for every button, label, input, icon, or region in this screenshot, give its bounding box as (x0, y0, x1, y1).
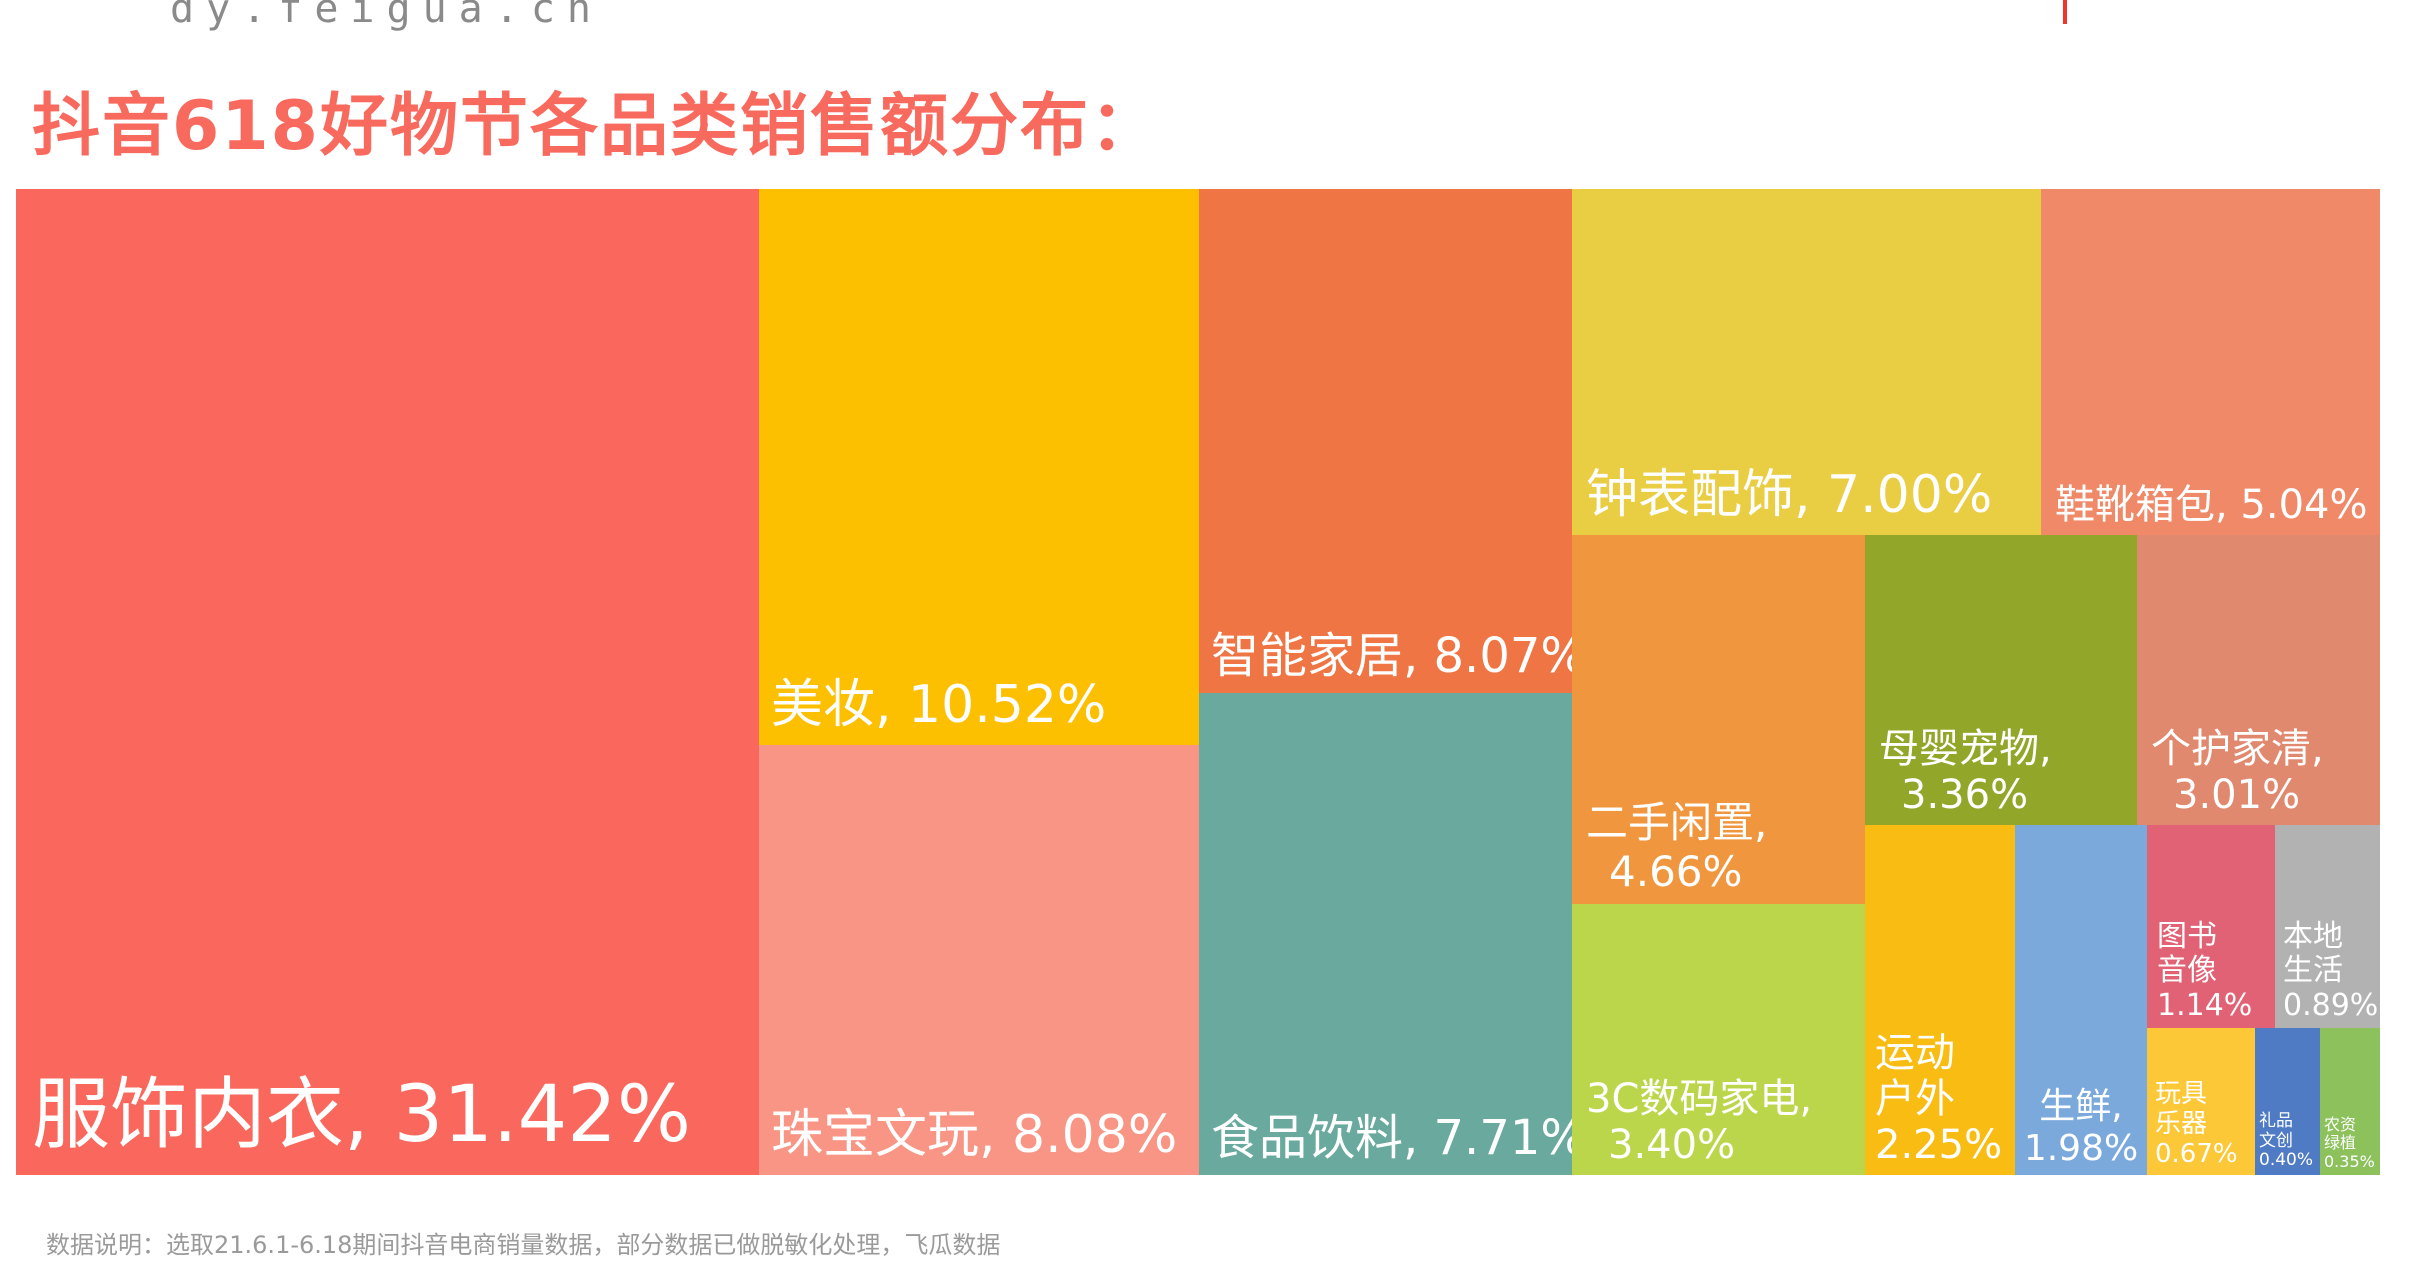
treemap-tile-14: 图书 音像 1.14% (2147, 825, 2275, 1028)
treemap-tile-16: 玩具 乐器 0.67% (2147, 1028, 2255, 1175)
treemap-tile-label: 本地 生活 0.89% (2283, 918, 2379, 1024)
label-line: 农资 (2324, 1114, 2357, 1134)
label-line: 玩具 (2155, 1079, 2208, 1110)
label-line: 3.40% (1608, 1122, 1736, 1168)
treemap-tile-12: 运动 户外 2.25% (1865, 825, 2015, 1175)
treemap-tile-18: 农资 绿植 0.35% (2320, 1028, 2380, 1175)
treemap-tile-7: 鞋靴箱包, 5.04% (2041, 189, 2380, 535)
treemap-tile-label: 钟表配饰, 7.00% (1586, 465, 1993, 526)
label-line: 2.25% (1875, 1122, 2003, 1168)
label-line: 美妆, 10.52% (771, 675, 1107, 736)
treemap-tile-5: 食品饮料, 7.71% (1199, 693, 1572, 1175)
treemap-tile-label: 二手闲置, 4.66% (1586, 799, 1767, 896)
treemap-tile-label: 美妆, 10.52% (771, 675, 1107, 736)
treemap-tile-label: 玩具 乐器 0.67% (2155, 1079, 2238, 1170)
treemap-tile-2: 美妆, 10.52% (759, 189, 1199, 745)
label-line: 运动 (1875, 1030, 1955, 1076)
treemap-tile-1: 服饰内衣, 31.42% (16, 189, 759, 1175)
treemap-tile-label: 农资 绿植 0.35% (2324, 1114, 2375, 1171)
treemap-tile-9: 3C数码家电, 3.40% (1572, 904, 1865, 1175)
label-line: 礼品 (2259, 1111, 2293, 1132)
label-line: 服饰内衣, 31.42% (32, 1070, 692, 1161)
label-line: 二手闲置, (1586, 798, 1768, 848)
label-line: 生鲜, (2039, 1086, 2123, 1128)
label-line: 鞋靴箱包, 5.04% (2055, 482, 2368, 528)
label-line: 音像 (2157, 953, 2217, 988)
treemap-tile-label: 图书 音像 1.14% (2157, 918, 2253, 1024)
site-watermark: dy.feigua.cn (170, 0, 603, 32)
treemap-tile-label: 3C数码家电, 3.40% (1586, 1076, 1812, 1168)
label-line: 生活 (2283, 953, 2343, 988)
treemap-tile-15: 本地 生活 0.89% (2275, 825, 2380, 1028)
top-accent-line (2063, 0, 2067, 24)
treemap-tile-10: 母婴宠物, 3.36% (1865, 535, 2137, 825)
treemap-tile-label: 生鲜, 1.98% (2015, 1086, 2147, 1169)
label-line: 乐器 (2155, 1109, 2208, 1140)
label-line: 0.67% (2155, 1139, 2238, 1170)
treemap-tile-8: 二手闲置, 4.66% (1572, 535, 1865, 904)
label-line: 0.89% (2283, 987, 2379, 1023)
label-line: 钟表配饰, 7.00% (1586, 465, 1993, 526)
label-line: 4.66% (1609, 846, 1743, 896)
label-line: 0.40% (2259, 1150, 2314, 1171)
treemap-tile-label: 礼品 文创 0.40% (2259, 1112, 2313, 1171)
label-line: 0.35% (2324, 1151, 2375, 1171)
label-line: 1.14% (2157, 987, 2253, 1023)
treemap-tile-4: 智能家居, 8.07% (1199, 189, 1572, 693)
label-line: 本地 (2283, 918, 2343, 954)
treemap-tile-11: 个护家清, 3.01% (2137, 535, 2380, 825)
treemap-tile-label: 珠宝文玩, 8.08% (771, 1105, 1178, 1166)
label-line: 3.36% (1901, 772, 2029, 818)
treemap-tile-label: 食品饮料, 7.71% (1211, 1109, 1572, 1166)
label-line: 智能家居, 8.07% (1211, 627, 1572, 684)
treemap-tile-17: 礼品 文创 0.40% (2255, 1028, 2320, 1175)
label-line: 图书 (2157, 918, 2217, 954)
label-line: 3C数码家电, (1586, 1076, 1813, 1122)
label-line: 食品饮料, 7.71% (1211, 1109, 1572, 1166)
label-line: 母婴宠物, (1879, 726, 2052, 772)
label-line: 文创 (2259, 1130, 2293, 1151)
treemap-tile-3: 珠宝文玩, 8.08% (759, 745, 1199, 1175)
treemap-tile-label: 母婴宠物, 3.36% (1879, 726, 2052, 818)
label-line: 3.01% (2173, 772, 2301, 818)
label-line: 珠宝文玩, 8.08% (771, 1105, 1178, 1166)
treemap-tile-label: 个护家清, 3.01% (2151, 726, 2324, 818)
treemap-tile-6: 钟表配饰, 7.00% (1572, 189, 2041, 535)
label-line: 1.98% (2023, 1127, 2139, 1169)
label-line: 户外 (1875, 1076, 1955, 1122)
treemap-tile-label: 鞋靴箱包, 5.04% (2055, 482, 2368, 528)
label-line: 绿植 (2324, 1133, 2357, 1153)
treemap-tile-label: 智能家居, 8.07% (1211, 627, 1572, 684)
treemap-tile-13: 生鲜, 1.98% (2015, 825, 2147, 1175)
treemap-tile-label: 服饰内衣, 31.42% (32, 1071, 691, 1161)
data-source-note: 数据说明：选取21.6.1-6.18期间抖音电商销量数据，部分数据已做脱敏化处理… (46, 1231, 1001, 1259)
label-line: 个护家清, (2151, 726, 2324, 772)
treemap-tile-label: 运动 户外 2.25% (1875, 1030, 2002, 1168)
chart-title: 抖音618好物节各品类销售额分布： (32, 87, 1160, 166)
